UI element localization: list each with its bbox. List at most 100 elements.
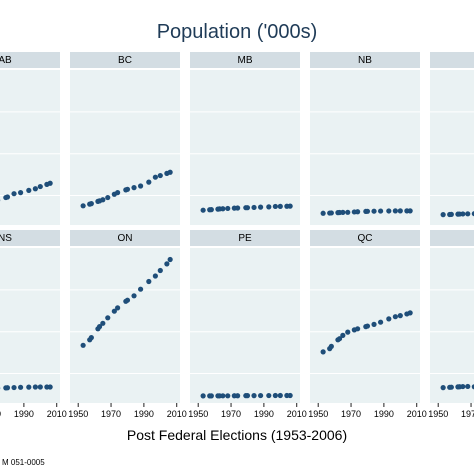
data-point: [131, 185, 137, 191]
x-tick-label: 1990: [14, 409, 34, 419]
chart-title: Population ('000s): [157, 21, 318, 43]
data-point: [11, 384, 17, 391]
facet-panel: NS1950197019902010: [0, 230, 67, 419]
data-point: [47, 180, 53, 186]
plot-area: [0, 248, 60, 403]
source-note: M 051-0005: [2, 458, 45, 467]
data-point: [88, 201, 94, 207]
facet-label: NB: [358, 55, 372, 66]
facet-strip: [190, 52, 300, 68]
plot-area: [70, 70, 180, 225]
data-point: [355, 326, 361, 332]
facet-strip: [0, 52, 60, 68]
data-point: [397, 313, 403, 319]
data-point: [465, 211, 471, 217]
facet-label: QC: [358, 233, 373, 244]
data-point: [164, 261, 170, 267]
x-tick-label: 2010: [287, 409, 307, 419]
x-tick-label: 1970: [221, 409, 241, 419]
data-point: [131, 293, 137, 299]
data-point: [336, 336, 343, 342]
data-point: [37, 183, 43, 190]
data-point: [157, 267, 163, 274]
data-point: [100, 197, 106, 203]
data-point: [392, 208, 398, 214]
data-point: [460, 211, 466, 217]
data-point: [96, 324, 103, 330]
data-point: [465, 383, 471, 390]
facet-label: NS: [0, 233, 12, 244]
data-point: [371, 321, 377, 327]
plot-area: [190, 248, 300, 403]
data-point: [167, 169, 173, 175]
data-point: [220, 393, 226, 399]
data-point: [460, 383, 466, 390]
x-tick-label: 1950: [68, 409, 88, 419]
data-point: [407, 208, 413, 214]
data-point: [4, 385, 11, 391]
plot-area: [430, 248, 474, 403]
data-point: [17, 384, 24, 390]
data-point: [225, 205, 231, 212]
x-tick-label: 1950: [428, 409, 448, 419]
data-point: [11, 191, 17, 197]
data-point: [364, 323, 371, 329]
x-axis-label: Post Federal Elections (1953-2006): [127, 427, 347, 443]
x-tick-label: 1950: [188, 409, 208, 419]
data-point: [115, 305, 121, 311]
plot-area: [0, 70, 60, 225]
data-point: [80, 203, 86, 209]
data-point: [272, 203, 278, 210]
data-point: [105, 194, 111, 201]
data-point: [80, 342, 86, 348]
data-point: [340, 332, 346, 338]
plot-area: [430, 70, 474, 225]
data-point: [320, 210, 326, 216]
facet-panel: QC 1950 1970 1990 2010: [308, 230, 427, 419]
data-point: [345, 329, 351, 335]
data-point: [208, 393, 214, 399]
facet-strip: [430, 52, 474, 68]
facet-panel: [430, 52, 474, 225]
data-point: [37, 384, 43, 390]
facet-strip: [70, 52, 180, 68]
plot-area: [190, 70, 300, 225]
data-point: [257, 392, 264, 399]
data-point: [440, 212, 446, 218]
facet-label: ON: [118, 233, 133, 244]
data-point: [47, 384, 53, 390]
data-point: [88, 335, 94, 341]
facet-panel: ON 1950 1970 1990 2010: [68, 230, 187, 419]
data-point: [208, 207, 214, 213]
data-point: [100, 320, 106, 326]
data-point: [235, 205, 241, 211]
facet-panels: AB BC MB NB NS 1950 1970 1990 2010 ON 1950 1970 1990…: [0, 52, 474, 419]
data-point: [328, 210, 334, 216]
x-tick-label: 1990: [374, 409, 394, 419]
data-point: [167, 256, 173, 263]
data-point: [200, 393, 206, 399]
data-point: [157, 172, 163, 179]
data-point: [124, 297, 131, 303]
data-point: [320, 349, 326, 355]
data-point: [251, 393, 257, 399]
facet-strip: [430, 230, 474, 246]
facet-strip: [190, 230, 300, 246]
data-point: [440, 385, 446, 391]
x-tick-label: 1970: [101, 409, 121, 419]
data-point: [225, 393, 231, 399]
data-point: [277, 392, 283, 399]
facet-panel: MB: [190, 52, 300, 225]
facet-strip: [310, 230, 420, 246]
data-point: [392, 314, 398, 320]
data-point: [328, 343, 334, 349]
x-tick-label: 2010: [47, 409, 67, 419]
data-point: [257, 204, 264, 210]
data-point: [26, 384, 32, 390]
data-point: [137, 183, 144, 189]
data-point: [397, 208, 403, 214]
data-point: [220, 206, 226, 212]
data-point: [244, 393, 251, 399]
facet-label: BC: [118, 55, 132, 66]
